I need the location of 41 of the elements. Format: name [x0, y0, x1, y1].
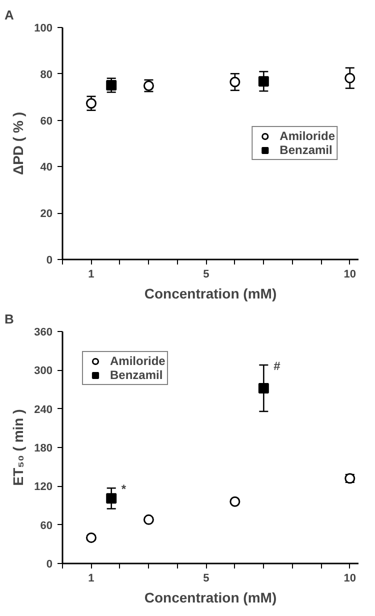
y-tick-label: 80 [40, 68, 53, 81]
point [230, 76, 240, 88]
x-tick-label: 5 [203, 268, 210, 280]
y-tick-label: 20 [40, 208, 53, 220]
y-tick-label: 300 [34, 365, 53, 378]
y-tick-label: 60 [40, 520, 53, 532]
x-axis-title: Concentration (mM) [144, 286, 277, 302]
y-tick-label: 40 [40, 162, 53, 174]
legend-label: Amiloride [280, 129, 335, 143]
point [258, 382, 269, 394]
legend-label: Benzamil [110, 368, 163, 382]
point [143, 514, 154, 525]
x-tick-label: 10 [344, 268, 356, 280]
y-axis-title: ET₅₀ ( min ) [10, 409, 26, 486]
y-tick-label: 0 [46, 558, 53, 570]
x-tick-label: 5 [203, 572, 210, 584]
point [86, 532, 96, 543]
x-tick-label: 1 [88, 268, 94, 280]
annotation: # [274, 359, 281, 374]
point [106, 80, 117, 91]
chart-title: B [4, 312, 14, 326]
y-axis-title: ΔPD ( % ) [10, 112, 26, 175]
y-tick-label: 0 [46, 254, 53, 266]
point [344, 72, 356, 84]
legend-label: Amiloride [110, 354, 166, 368]
y-tick-label: 240 [34, 404, 53, 416]
annotation: * [121, 482, 126, 496]
x-tick-label: 1 [88, 572, 94, 584]
y-tick-label: 120 [34, 481, 53, 494]
chart-title: A [4, 8, 14, 22]
x-axis-title: Concentration (mM) [144, 590, 277, 606]
legend-label: Benzamil [280, 143, 332, 157]
point [106, 493, 117, 504]
x-tick-label: 10 [344, 572, 356, 584]
y-tick-label: 100 [34, 22, 53, 34]
point [86, 98, 96, 109]
y-tick-label: 180 [34, 442, 53, 454]
y-tick-label: 60 [40, 115, 53, 128]
point [258, 76, 269, 87]
point [230, 496, 240, 507]
y-tick-label: 360 [34, 326, 53, 338]
